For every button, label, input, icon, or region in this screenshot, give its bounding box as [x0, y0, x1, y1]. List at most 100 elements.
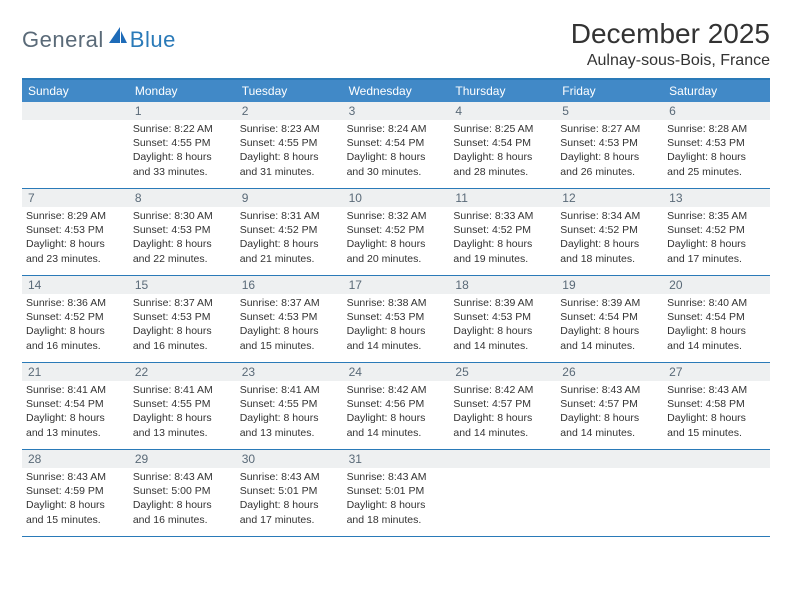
month-title: December 2025: [571, 18, 770, 50]
calendar-day-cell: 23Sunrise: 8:41 AMSunset: 4:55 PMDayligh…: [236, 363, 343, 449]
day-number-bar: 13: [663, 189, 770, 207]
calendar-day-cell: 18Sunrise: 8:39 AMSunset: 4:53 PMDayligh…: [449, 276, 556, 362]
day-number-bar: [556, 450, 663, 468]
title-block: December 2025 Aulnay-sous-Bois, France: [571, 18, 770, 70]
calendar-day-cell: 21Sunrise: 8:41 AMSunset: 4:54 PMDayligh…: [22, 363, 129, 449]
day-info: Sunrise: 8:35 AMSunset: 4:52 PMDaylight:…: [663, 207, 770, 266]
day-number-bar: [449, 450, 556, 468]
day-info: Sunrise: 8:22 AMSunset: 4:55 PMDaylight:…: [129, 120, 236, 179]
calendar-day-cell: [449, 450, 556, 536]
day-info: Sunrise: 8:43 AMSunset: 5:00 PMDaylight:…: [129, 468, 236, 527]
day-number-bar: 10: [343, 189, 450, 207]
calendar-day-cell: 19Sunrise: 8:39 AMSunset: 4:54 PMDayligh…: [556, 276, 663, 362]
calendar-day-cell: 28Sunrise: 8:43 AMSunset: 4:59 PMDayligh…: [22, 450, 129, 536]
day-info: Sunrise: 8:40 AMSunset: 4:54 PMDaylight:…: [663, 294, 770, 353]
day-number-bar: 20: [663, 276, 770, 294]
day-number-bar: 27: [663, 363, 770, 381]
calendar-week-row: 7Sunrise: 8:29 AMSunset: 4:53 PMDaylight…: [22, 189, 770, 276]
weekday-header-cell: Friday: [556, 80, 663, 102]
day-info: Sunrise: 8:31 AMSunset: 4:52 PMDaylight:…: [236, 207, 343, 266]
calendar-day-cell: 30Sunrise: 8:43 AMSunset: 5:01 PMDayligh…: [236, 450, 343, 536]
day-number-bar: 11: [449, 189, 556, 207]
calendar-day-cell: 12Sunrise: 8:34 AMSunset: 4:52 PMDayligh…: [556, 189, 663, 275]
calendar-body: 1Sunrise: 8:22 AMSunset: 4:55 PMDaylight…: [22, 102, 770, 537]
day-number-bar: [663, 450, 770, 468]
calendar-day-cell: [556, 450, 663, 536]
calendar-day-cell: 29Sunrise: 8:43 AMSunset: 5:00 PMDayligh…: [129, 450, 236, 536]
weekday-header-cell: Thursday: [449, 80, 556, 102]
calendar-week-row: 21Sunrise: 8:41 AMSunset: 4:54 PMDayligh…: [22, 363, 770, 450]
weekday-header-cell: Sunday: [22, 80, 129, 102]
day-info: Sunrise: 8:30 AMSunset: 4:53 PMDaylight:…: [129, 207, 236, 266]
day-number-bar: 23: [236, 363, 343, 381]
calendar-day-cell: 14Sunrise: 8:36 AMSunset: 4:52 PMDayligh…: [22, 276, 129, 362]
day-number-bar: 15: [129, 276, 236, 294]
day-number-bar: 5: [556, 102, 663, 120]
calendar-day-cell: 26Sunrise: 8:43 AMSunset: 4:57 PMDayligh…: [556, 363, 663, 449]
calendar-week-row: 1Sunrise: 8:22 AMSunset: 4:55 PMDaylight…: [22, 102, 770, 189]
weekday-header-row: SundayMondayTuesdayWednesdayThursdayFrid…: [22, 80, 770, 102]
day-number-bar: 17: [343, 276, 450, 294]
calendar-day-cell: 9Sunrise: 8:31 AMSunset: 4:52 PMDaylight…: [236, 189, 343, 275]
calendar-day-cell: 4Sunrise: 8:25 AMSunset: 4:54 PMDaylight…: [449, 102, 556, 188]
day-info: Sunrise: 8:37 AMSunset: 4:53 PMDaylight:…: [129, 294, 236, 353]
calendar-day-cell: 16Sunrise: 8:37 AMSunset: 4:53 PMDayligh…: [236, 276, 343, 362]
day-number-bar: 4: [449, 102, 556, 120]
calendar-day-cell: 8Sunrise: 8:30 AMSunset: 4:53 PMDaylight…: [129, 189, 236, 275]
day-number-bar: 9: [236, 189, 343, 207]
day-info: Sunrise: 8:42 AMSunset: 4:56 PMDaylight:…: [343, 381, 450, 440]
day-info: Sunrise: 8:38 AMSunset: 4:53 PMDaylight:…: [343, 294, 450, 353]
calendar-page: General Blue December 2025 Aulnay-sous-B…: [0, 0, 792, 555]
calendar-day-cell: 2Sunrise: 8:23 AMSunset: 4:55 PMDaylight…: [236, 102, 343, 188]
day-info: Sunrise: 8:34 AMSunset: 4:52 PMDaylight:…: [556, 207, 663, 266]
calendar-day-cell: 5Sunrise: 8:27 AMSunset: 4:53 PMDaylight…: [556, 102, 663, 188]
day-number-bar: 16: [236, 276, 343, 294]
weekday-header-cell: Saturday: [663, 80, 770, 102]
day-info: Sunrise: 8:23 AMSunset: 4:55 PMDaylight:…: [236, 120, 343, 179]
day-number-bar: 1: [129, 102, 236, 120]
day-info: Sunrise: 8:43 AMSunset: 5:01 PMDaylight:…: [343, 468, 450, 527]
weekday-header-cell: Tuesday: [236, 80, 343, 102]
calendar: SundayMondayTuesdayWednesdayThursdayFrid…: [22, 78, 770, 537]
calendar-day-cell: 11Sunrise: 8:33 AMSunset: 4:52 PMDayligh…: [449, 189, 556, 275]
weekday-header-cell: Wednesday: [343, 80, 450, 102]
day-number-bar: 18: [449, 276, 556, 294]
calendar-day-cell: 3Sunrise: 8:24 AMSunset: 4:54 PMDaylight…: [343, 102, 450, 188]
day-info: Sunrise: 8:24 AMSunset: 4:54 PMDaylight:…: [343, 120, 450, 179]
calendar-day-cell: 22Sunrise: 8:41 AMSunset: 4:55 PMDayligh…: [129, 363, 236, 449]
day-number-bar: 7: [22, 189, 129, 207]
day-info: Sunrise: 8:28 AMSunset: 4:53 PMDaylight:…: [663, 120, 770, 179]
day-number-bar: 30: [236, 450, 343, 468]
logo-text-blue: Blue: [130, 27, 176, 52]
day-info: Sunrise: 8:25 AMSunset: 4:54 PMDaylight:…: [449, 120, 556, 179]
calendar-day-cell: [22, 102, 129, 188]
day-info: Sunrise: 8:42 AMSunset: 4:57 PMDaylight:…: [449, 381, 556, 440]
day-number-bar: 28: [22, 450, 129, 468]
day-info: Sunrise: 8:41 AMSunset: 4:55 PMDaylight:…: [129, 381, 236, 440]
day-info: Sunrise: 8:32 AMSunset: 4:52 PMDaylight:…: [343, 207, 450, 266]
calendar-day-cell: 27Sunrise: 8:43 AMSunset: 4:58 PMDayligh…: [663, 363, 770, 449]
day-number-bar: 2: [236, 102, 343, 120]
calendar-week-row: 14Sunrise: 8:36 AMSunset: 4:52 PMDayligh…: [22, 276, 770, 363]
day-info: Sunrise: 8:27 AMSunset: 4:53 PMDaylight:…: [556, 120, 663, 179]
day-info: Sunrise: 8:43 AMSunset: 4:58 PMDaylight:…: [663, 381, 770, 440]
calendar-day-cell: 25Sunrise: 8:42 AMSunset: 4:57 PMDayligh…: [449, 363, 556, 449]
day-info: Sunrise: 8:43 AMSunset: 4:57 PMDaylight:…: [556, 381, 663, 440]
day-number-bar: 14: [22, 276, 129, 294]
day-info: Sunrise: 8:29 AMSunset: 4:53 PMDaylight:…: [22, 207, 129, 266]
calendar-day-cell: 10Sunrise: 8:32 AMSunset: 4:52 PMDayligh…: [343, 189, 450, 275]
day-info: Sunrise: 8:41 AMSunset: 4:54 PMDaylight:…: [22, 381, 129, 440]
calendar-day-cell: 20Sunrise: 8:40 AMSunset: 4:54 PMDayligh…: [663, 276, 770, 362]
day-number-bar: [22, 102, 129, 120]
day-number-bar: 26: [556, 363, 663, 381]
day-info: Sunrise: 8:43 AMSunset: 4:59 PMDaylight:…: [22, 468, 129, 527]
day-number-bar: 19: [556, 276, 663, 294]
calendar-day-cell: 13Sunrise: 8:35 AMSunset: 4:52 PMDayligh…: [663, 189, 770, 275]
day-number-bar: 29: [129, 450, 236, 468]
day-info: Sunrise: 8:39 AMSunset: 4:54 PMDaylight:…: [556, 294, 663, 353]
calendar-day-cell: 24Sunrise: 8:42 AMSunset: 4:56 PMDayligh…: [343, 363, 450, 449]
day-number-bar: 3: [343, 102, 450, 120]
calendar-week-row: 28Sunrise: 8:43 AMSunset: 4:59 PMDayligh…: [22, 450, 770, 537]
calendar-day-cell: [663, 450, 770, 536]
day-number-bar: 6: [663, 102, 770, 120]
